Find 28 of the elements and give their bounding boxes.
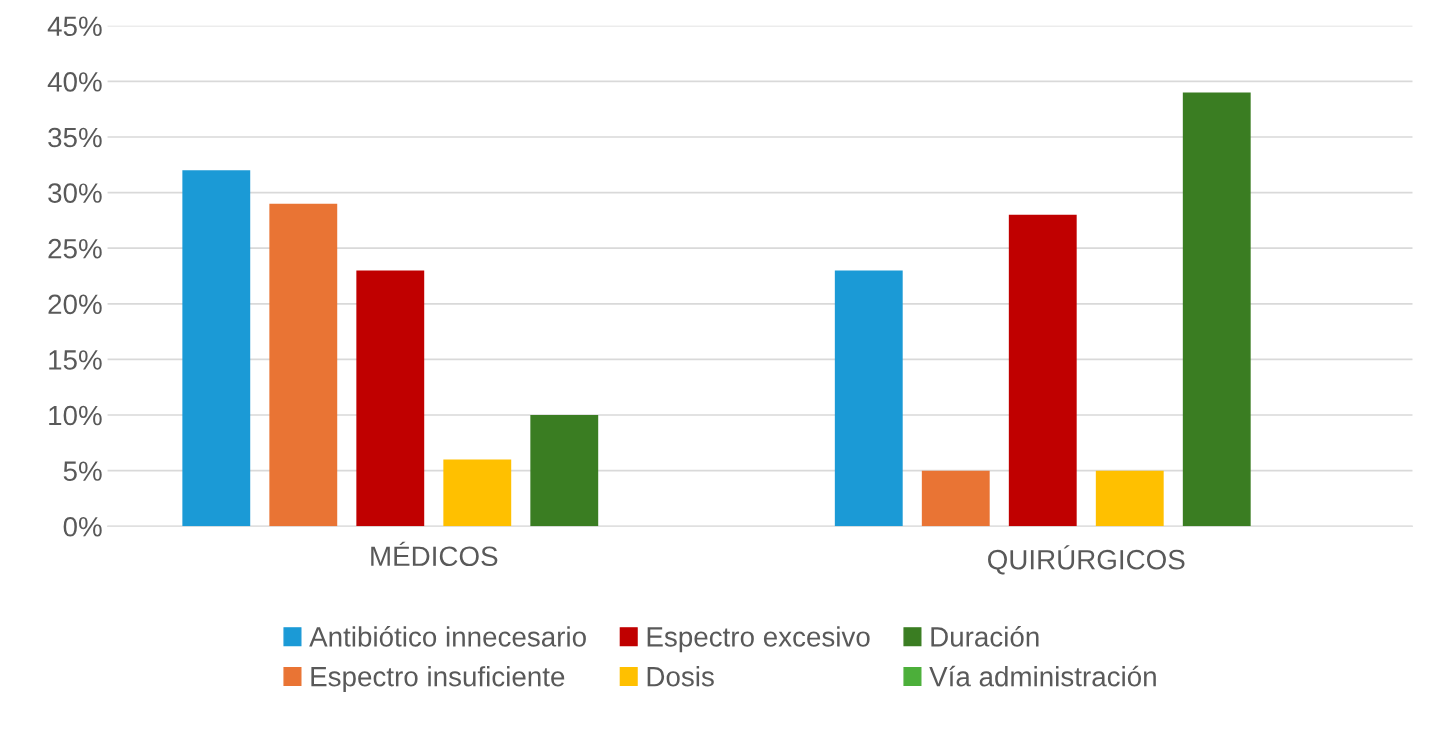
y-tick-label: 35% xyxy=(48,127,102,148)
legend-label: Espectro insuficiente xyxy=(311,666,565,692)
bar xyxy=(1182,92,1251,527)
legend-label: Vía administración xyxy=(929,665,1156,687)
bar xyxy=(1008,214,1077,527)
bar xyxy=(1095,470,1164,527)
y-tick-label: 45% xyxy=(47,16,102,37)
bar xyxy=(356,270,425,527)
y-tick-label: 5% xyxy=(63,461,102,481)
bar xyxy=(834,270,903,527)
x-tick-label: MÉDICOS xyxy=(371,541,498,567)
legend-label: Antibiótico innecesario xyxy=(309,625,586,647)
y-tick-label: 40% xyxy=(47,72,102,92)
bar xyxy=(530,415,599,527)
legend-label: Duración xyxy=(931,625,1039,647)
bar xyxy=(443,459,512,527)
y-tick-label: 0% xyxy=(63,516,102,537)
bar xyxy=(921,470,990,527)
bar xyxy=(182,170,251,527)
legend-label: Espectro excesivo xyxy=(647,626,870,653)
y-tick-label: 15% xyxy=(49,350,102,370)
y-tick-label: 25% xyxy=(48,238,102,259)
y-tick-label: 10% xyxy=(49,405,102,426)
y-tick-label: 30% xyxy=(48,183,102,203)
x-tick-label: QUIRÚRGICOS xyxy=(988,545,1185,575)
legend-label: Dosis xyxy=(647,666,714,687)
bar xyxy=(269,203,338,527)
y-tick-label: 20% xyxy=(48,294,102,315)
